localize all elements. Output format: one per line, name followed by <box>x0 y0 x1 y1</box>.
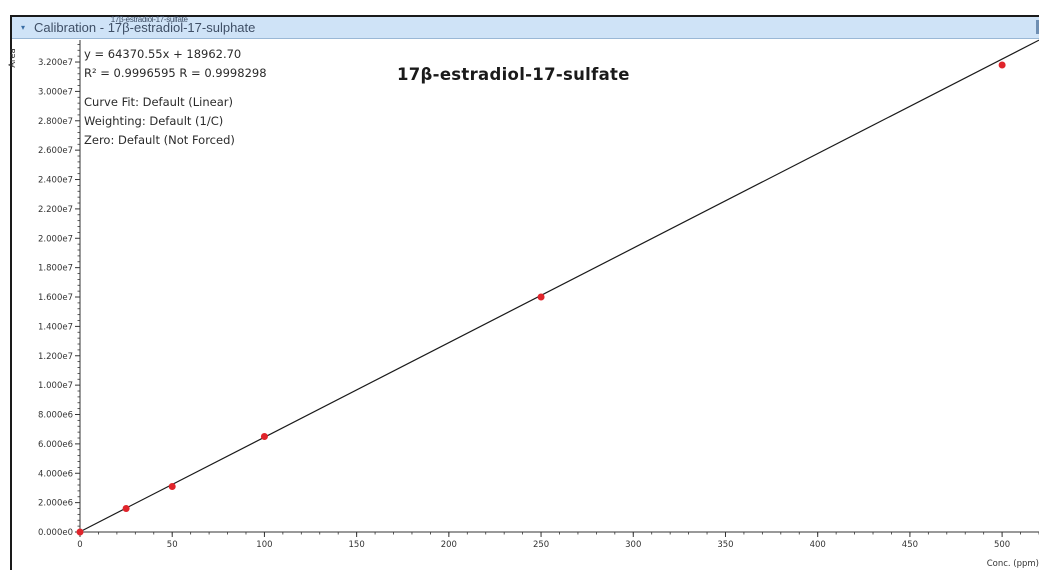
y-tick-label: 1.600e7 <box>38 293 73 303</box>
fit-line <box>79 39 1039 533</box>
x-tick-label: 100 <box>256 540 272 550</box>
data-points <box>76 61 1006 536</box>
regression-equation: y = 64370.55x + 18962.70 <box>84 47 241 61</box>
panel-title-compound-wrap: 17β-estradiol-17-sulphate 17β-estradiol-1… <box>107 15 256 35</box>
y-tick-label: 3.200e7 <box>38 58 73 68</box>
panel-title-overlay: 17β-estradiol-17-sulfate <box>110 15 188 24</box>
y-tick-label: 2.000e6 <box>38 499 73 509</box>
x-tick-label: 500 <box>994 540 1010 550</box>
y-tick-label: 2.400e7 <box>38 176 73 186</box>
curve-fit-text: Curve Fit: Default (Linear) <box>84 95 233 109</box>
y-tick-label: 4.000e6 <box>38 469 73 479</box>
x-tick-label: 250 <box>533 540 549 550</box>
y-tick-label: 6.000e6 <box>38 440 73 450</box>
r-squared-text: R² = 0.9996595 R = 0.9998298 <box>84 66 267 80</box>
y-tick-label: 2.600e7 <box>38 146 73 156</box>
y-tick-label: 3.000e7 <box>38 87 73 97</box>
x-axis-title: Conc. (ppm) <box>987 559 1039 569</box>
zero-text: Zero: Default (Not Forced) <box>84 133 235 147</box>
x-tick-label: 400 <box>810 540 826 550</box>
y-tick-label: 2.800e7 <box>38 117 73 127</box>
calibration-point[interactable] <box>168 482 176 490</box>
calibration-point[interactable] <box>537 293 545 301</box>
x-tick-label: 50 <box>167 540 178 550</box>
x-tick-label: 450 <box>902 540 918 550</box>
panel-title-compound: 17β-estradiol-17-sulphate <box>107 20 256 35</box>
x-tick-label: 350 <box>717 540 733 550</box>
y-tick-label: 1.400e7 <box>38 322 73 332</box>
y-tick-label: 1.800e7 <box>38 264 73 274</box>
panel-titlebar[interactable]: ▾ Calibration - 17β-estradiol-17-sulphat… <box>12 15 1039 39</box>
y-tick-label: 2.000e7 <box>38 234 73 244</box>
y-tick-label: 2.200e7 <box>38 205 73 215</box>
x-tick-label: 0 <box>77 540 82 550</box>
calibration-point[interactable] <box>76 528 84 536</box>
calibration-panel: ▾ Calibration - 17β-estradiol-17-sulphat… <box>10 15 1039 570</box>
calibration-point[interactable] <box>122 505 130 513</box>
weighting-text: Weighting: Default (1/C) <box>84 114 223 128</box>
y-axis-title: Area <box>8 48 18 68</box>
y-tick-label: 1.000e7 <box>38 381 73 391</box>
panel-title-prefix: Calibration - <box>34 20 108 35</box>
y-tick-label: 0.000e0 <box>38 528 73 538</box>
y-tick-label: 8.000e6 <box>38 411 73 421</box>
chart-heading: 17β-estradiol-17-sulfate <box>397 65 630 84</box>
x-tick-label: 150 <box>349 540 365 550</box>
chart-ticks: 0.000e0 2.000e6 4.000e6 6.000e6 8.000e6 1.000… <box>38 44 1039 550</box>
fit-line-group <box>79 39 1039 533</box>
x-tick-label: 300 <box>625 540 641 550</box>
calibration-point[interactable] <box>260 433 268 441</box>
collapse-triangle-icon[interactable]: ▾ <box>20 23 25 32</box>
y-tick-label: 1.200e7 <box>38 352 73 362</box>
titlebar-edge <box>1036 20 1039 34</box>
panel-title: Calibration - 17β-estradiol-17-sulphate 1… <box>34 15 256 35</box>
calibration-point[interactable] <box>998 61 1006 69</box>
x-tick-label: 200 <box>441 540 457 550</box>
